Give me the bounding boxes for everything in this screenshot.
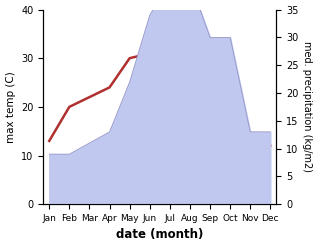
X-axis label: date (month): date (month): [116, 228, 204, 242]
Y-axis label: med. precipitation (kg/m2): med. precipitation (kg/m2): [302, 41, 313, 172]
Y-axis label: max temp (C): max temp (C): [5, 71, 16, 143]
